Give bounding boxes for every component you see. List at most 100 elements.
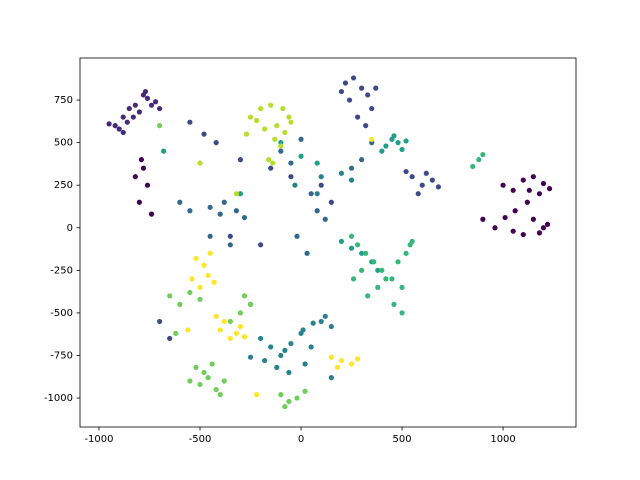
point [167, 335, 173, 342]
point [217, 211, 223, 217]
point [350, 276, 357, 282]
point [359, 267, 365, 273]
point [247, 301, 254, 307]
point [167, 293, 173, 299]
point [502, 214, 508, 221]
y-tick-label: -1000 [44, 393, 73, 404]
point [354, 242, 361, 248]
point [161, 148, 167, 154]
point [480, 216, 486, 222]
x-tick-label: 500 [392, 434, 411, 445]
point [348, 233, 355, 239]
point [253, 117, 260, 124]
point [136, 199, 142, 205]
point [268, 165, 274, 171]
point [292, 182, 298, 188]
point [282, 129, 288, 136]
point [371, 259, 377, 265]
point [142, 88, 149, 95]
point [177, 199, 183, 205]
point [322, 216, 328, 222]
point [298, 136, 304, 142]
point [274, 364, 280, 371]
point [415, 191, 421, 197]
point [334, 364, 340, 371]
point [247, 354, 254, 360]
point [193, 255, 199, 262]
point [258, 105, 264, 112]
plot-frame [79, 57, 577, 428]
point [409, 174, 415, 180]
point [294, 395, 300, 401]
point [524, 199, 530, 205]
point [148, 102, 155, 108]
y-tick-label: 750 [54, 95, 73, 106]
point [338, 238, 345, 244]
point [227, 318, 233, 325]
point [112, 123, 118, 129]
point [510, 228, 516, 234]
point [126, 105, 132, 112]
point [136, 109, 142, 115]
point [288, 340, 294, 347]
point [369, 136, 375, 142]
point [288, 174, 294, 180]
point [286, 369, 292, 376]
point [241, 293, 248, 299]
point [237, 310, 244, 316]
point [314, 160, 320, 166]
point [302, 388, 308, 394]
point [280, 105, 286, 112]
point [500, 182, 506, 188]
point [310, 320, 316, 326]
point [197, 381, 203, 388]
point [278, 392, 284, 398]
point [328, 354, 334, 360]
point [375, 284, 381, 290]
point [241, 214, 248, 221]
point [221, 199, 227, 205]
point [237, 323, 244, 330]
point [546, 186, 553, 192]
point [197, 296, 203, 302]
point [201, 262, 207, 268]
point [530, 174, 536, 180]
point [227, 335, 233, 342]
point [213, 386, 219, 393]
point [383, 143, 389, 149]
point [270, 160, 276, 166]
point [379, 267, 385, 273]
point [262, 357, 268, 364]
point [187, 119, 193, 125]
point [526, 187, 532, 193]
point [209, 361, 215, 367]
point [152, 99, 159, 105]
point [266, 157, 272, 163]
point [346, 97, 353, 103]
point [476, 157, 482, 163]
point [338, 170, 345, 176]
point [328, 323, 334, 330]
point [207, 250, 213, 256]
x-tick-label: -500 [189, 434, 212, 445]
point [379, 148, 385, 154]
point [213, 140, 219, 146]
point [221, 378, 227, 384]
point [318, 174, 324, 180]
point [536, 230, 543, 236]
point [227, 233, 233, 239]
point [213, 313, 219, 319]
x-tick-label: 1000 [490, 434, 515, 445]
point [363, 250, 369, 256]
y-tick-label: 500 [54, 138, 73, 149]
point [544, 221, 551, 227]
point [157, 123, 163, 129]
point [144, 182, 151, 188]
point [233, 191, 239, 197]
point [409, 238, 415, 244]
point [391, 133, 397, 139]
point [130, 114, 136, 120]
point [294, 233, 300, 239]
